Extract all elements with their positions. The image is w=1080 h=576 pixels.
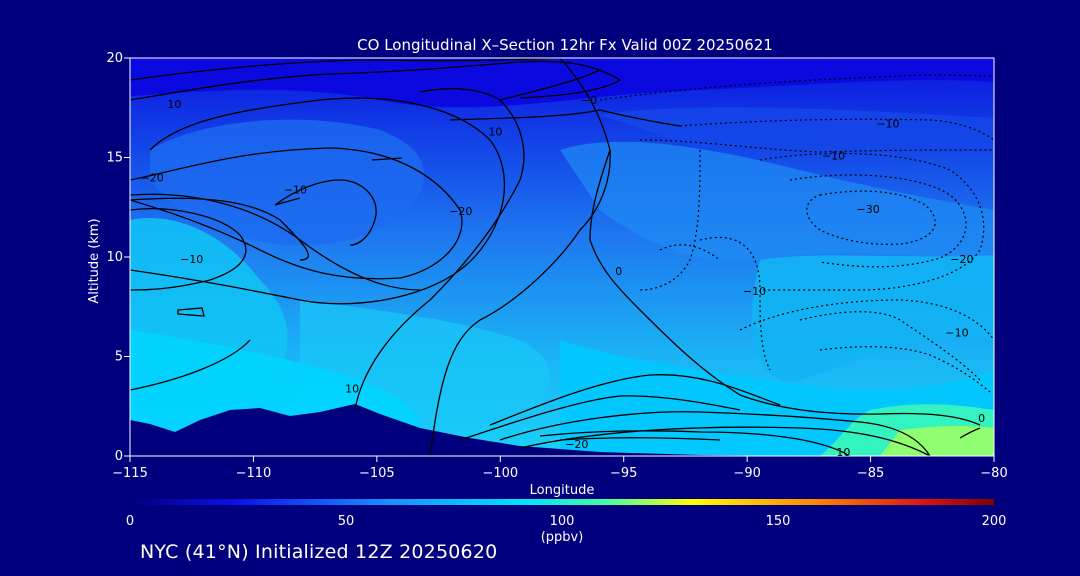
- colorbar-tick-label: 150: [766, 514, 791, 529]
- colorbar-units: (ppbv): [541, 530, 584, 545]
- y-axis: 0 5 10 15 20: [106, 51, 130, 464]
- x-tick-label: −85: [857, 466, 884, 481]
- chart-title: CO Longitudinal X–Section 12hr Fx Valid …: [357, 36, 773, 54]
- negative-contours: [599, 74, 994, 393]
- contour-label: −10: [180, 253, 203, 266]
- colorbar-tick-label: 100: [550, 514, 575, 529]
- filled-field: [130, 58, 994, 456]
- contour-label: −10: [822, 150, 845, 163]
- x-tick-label: −105: [359, 466, 395, 481]
- colorbar-tick-label: 200: [982, 514, 1007, 529]
- x-tick-label: −100: [482, 466, 518, 481]
- contour-lines: [130, 58, 981, 456]
- footer-init-info: NYC (41°N) Initialized 12Z 20250620: [140, 541, 498, 563]
- contour-label: −0: [581, 94, 597, 107]
- y-tick-label: 5: [115, 350, 123, 365]
- x-axis-label: Longitude: [530, 483, 595, 498]
- contour-label: −20: [565, 438, 588, 451]
- colorbar-tick-label: 50: [338, 514, 355, 529]
- contour-label: −30: [856, 203, 879, 216]
- y-tick-label: 0: [115, 449, 123, 464]
- x-axis: −115 −110 −105 −100 −95 −90 −85 −80: [112, 456, 1008, 481]
- y-tick-label: 20: [106, 51, 123, 66]
- x-tick-label: −110: [236, 466, 272, 481]
- contour-label: 10: [167, 98, 181, 111]
- contour-label: −10: [743, 285, 766, 298]
- colorbar-tick-label: 0: [126, 514, 134, 529]
- contour-label-layer: 10 −20 −10 −20 10 −0 −10 10 0 −10 −10 −30 −20 −10 −10 0…: [141, 94, 986, 459]
- y-tick-label: 10: [106, 250, 123, 265]
- contour-label: −20: [950, 253, 973, 266]
- y-tick-label: 15: [106, 151, 123, 166]
- y-axis-label: Altitude (km): [87, 218, 102, 303]
- x-tick-label: −95: [610, 466, 637, 481]
- contour-label: 0: [615, 265, 622, 278]
- contour-label: −10: [945, 327, 968, 340]
- x-tick-label: −90: [733, 466, 760, 481]
- contour-label: −20: [141, 171, 164, 184]
- contour-label: −10: [284, 183, 307, 196]
- colorbar-ticks: 0 50 100 150 200: [126, 514, 1007, 529]
- contour-label: 10: [488, 126, 502, 139]
- x-tick-label: −115: [112, 466, 148, 481]
- contour-label: 0: [978, 412, 985, 425]
- contour-label: −20: [449, 205, 472, 218]
- colorbar: [130, 499, 994, 505]
- x-tick-label: −80: [980, 466, 1007, 481]
- contour-label: −10: [876, 118, 899, 131]
- contour-label: 10: [836, 446, 850, 459]
- contour-label: 10: [345, 382, 359, 395]
